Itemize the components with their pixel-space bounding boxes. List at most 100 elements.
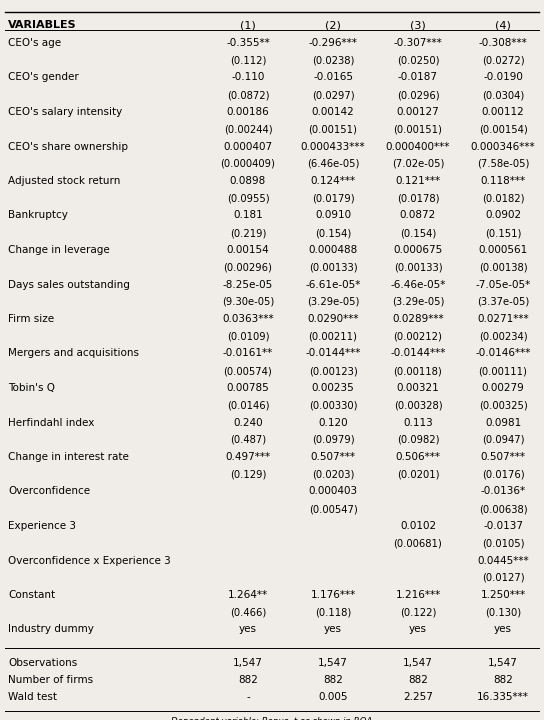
- Text: Overconfidence: Overconfidence: [8, 487, 90, 497]
- Text: Firm size: Firm size: [8, 314, 54, 324]
- Text: 0.506***: 0.506***: [395, 452, 441, 462]
- Text: (0.00574): (0.00574): [224, 366, 273, 376]
- Text: (0.00118): (0.00118): [394, 366, 442, 376]
- Text: 0.0102: 0.0102: [400, 521, 436, 531]
- Text: VARIABLES: VARIABLES: [8, 20, 77, 30]
- Text: 1,547: 1,547: [318, 658, 348, 668]
- Text: 0.0445***: 0.0445***: [477, 556, 529, 565]
- Text: (0.0146): (0.0146): [227, 400, 269, 410]
- Text: Number of firms: Number of firms: [8, 675, 93, 685]
- Text: CEO's salary intensity: CEO's salary intensity: [8, 107, 122, 117]
- Text: 0.000403: 0.000403: [308, 487, 357, 497]
- Text: (0.0179): (0.0179): [312, 194, 354, 204]
- Text: 0.120: 0.120: [318, 418, 348, 428]
- Text: 0.0290***: 0.0290***: [307, 314, 358, 324]
- Text: (0.118): (0.118): [315, 608, 351, 618]
- Text: -7.05e-05*: -7.05e-05*: [475, 279, 530, 289]
- Text: (0.0203): (0.0203): [312, 469, 354, 480]
- Text: 0.00112: 0.00112: [481, 107, 524, 117]
- Text: (0.00328): (0.00328): [394, 400, 442, 410]
- Text: 0.507***: 0.507***: [480, 452, 526, 462]
- Text: Wald test: Wald test: [8, 692, 57, 702]
- Text: yes: yes: [324, 624, 342, 634]
- Text: Change in interest rate: Change in interest rate: [8, 452, 129, 462]
- Text: (0.0982): (0.0982): [397, 435, 439, 445]
- Text: 0.0898: 0.0898: [230, 176, 266, 186]
- Text: Observations: Observations: [8, 658, 77, 668]
- Text: (7.58e-05): (7.58e-05): [477, 159, 529, 169]
- Text: 0.000400***: 0.000400***: [386, 142, 450, 151]
- Text: (0.219): (0.219): [230, 228, 266, 238]
- Text: 0.000561: 0.000561: [478, 245, 528, 255]
- Text: 0.000675: 0.000675: [393, 245, 443, 255]
- Text: (0.00296): (0.00296): [224, 263, 273, 272]
- Text: 1.176***: 1.176***: [311, 590, 356, 600]
- Text: (0.0272): (0.0272): [481, 55, 524, 66]
- Text: 0.0872: 0.0872: [400, 210, 436, 220]
- Text: (0.0105): (0.0105): [482, 539, 524, 549]
- Text: (3.37e-05): (3.37e-05): [477, 297, 529, 307]
- Text: CEO's share ownership: CEO's share ownership: [8, 142, 128, 151]
- Text: Adjusted stock return: Adjusted stock return: [8, 176, 120, 186]
- Text: (0.00212): (0.00212): [393, 331, 442, 341]
- Text: Days sales outstanding: Days sales outstanding: [8, 279, 130, 289]
- Text: 0.240: 0.240: [233, 418, 263, 428]
- Text: (0.0127): (0.0127): [481, 573, 524, 583]
- Text: 0.00785: 0.00785: [227, 383, 269, 393]
- Text: Change in leverage: Change in leverage: [8, 245, 110, 255]
- Text: -0.355**: -0.355**: [226, 38, 270, 48]
- Text: (3.29e-05): (3.29e-05): [392, 297, 444, 307]
- Text: 0.00279: 0.00279: [481, 383, 524, 393]
- Text: 0.000346***: 0.000346***: [471, 142, 535, 151]
- Text: (0.129): (0.129): [230, 469, 266, 480]
- Text: (0.112): (0.112): [230, 55, 266, 66]
- Text: Experience 3: Experience 3: [8, 521, 76, 531]
- Text: 0.00186: 0.00186: [227, 107, 269, 117]
- Text: Constant: Constant: [8, 590, 55, 600]
- Text: (0.00151): (0.00151): [393, 125, 442, 135]
- Text: 0.497***: 0.497***: [225, 452, 270, 462]
- Text: (0.0296): (0.0296): [397, 90, 440, 100]
- Text: -0.0161**: -0.0161**: [223, 348, 273, 359]
- Text: 882: 882: [323, 675, 343, 685]
- Text: 0.0363***: 0.0363***: [222, 314, 274, 324]
- Text: (0.0201): (0.0201): [397, 469, 439, 480]
- Text: (0.000409): (0.000409): [220, 159, 275, 169]
- Text: (0.0872): (0.0872): [227, 90, 269, 100]
- Text: Herfindahl index: Herfindahl index: [8, 418, 94, 428]
- Text: (0.122): (0.122): [400, 608, 436, 618]
- Text: 882: 882: [493, 675, 513, 685]
- Text: -0.296***: -0.296***: [308, 38, 357, 48]
- Text: CEO's gender: CEO's gender: [8, 73, 79, 83]
- Text: -0.308***: -0.308***: [479, 38, 527, 48]
- Text: -0.0187: -0.0187: [398, 73, 438, 83]
- Text: 0.0271***: 0.0271***: [477, 314, 529, 324]
- Text: (3.29e-05): (3.29e-05): [307, 297, 359, 307]
- Text: 0.118***: 0.118***: [480, 176, 526, 186]
- Text: yes: yes: [494, 624, 512, 634]
- Text: 0.00127: 0.00127: [397, 107, 440, 117]
- Text: -0.0136*: -0.0136*: [480, 487, 526, 497]
- Text: (4): (4): [495, 20, 511, 30]
- Text: (0.00123): (0.00123): [308, 366, 357, 376]
- Text: (0.0304): (0.0304): [482, 90, 524, 100]
- Text: (0.00681): (0.00681): [394, 539, 442, 549]
- Text: (0.00330): (0.00330): [309, 400, 357, 410]
- Text: -: -: [246, 692, 250, 702]
- Text: (0.0176): (0.0176): [481, 469, 524, 480]
- Text: (0.0297): (0.0297): [312, 90, 354, 100]
- Text: 0.0902: 0.0902: [485, 210, 521, 220]
- Text: 882: 882: [408, 675, 428, 685]
- Text: Bankruptcy: Bankruptcy: [8, 210, 68, 220]
- Text: (0.00638): (0.00638): [479, 504, 527, 514]
- Text: (0.00234): (0.00234): [479, 331, 527, 341]
- Text: -0.0146***: -0.0146***: [475, 348, 531, 359]
- Text: 0.113: 0.113: [403, 418, 433, 428]
- Text: 0.0289***: 0.0289***: [392, 314, 444, 324]
- Text: Mergers and acquisitions: Mergers and acquisitions: [8, 348, 139, 359]
- Text: (6.46e-05): (6.46e-05): [307, 159, 359, 169]
- Text: (0.00547): (0.00547): [308, 504, 357, 514]
- Text: (9.30e-05): (9.30e-05): [222, 297, 274, 307]
- Text: 0.000488: 0.000488: [308, 245, 357, 255]
- Text: (2): (2): [325, 20, 341, 30]
